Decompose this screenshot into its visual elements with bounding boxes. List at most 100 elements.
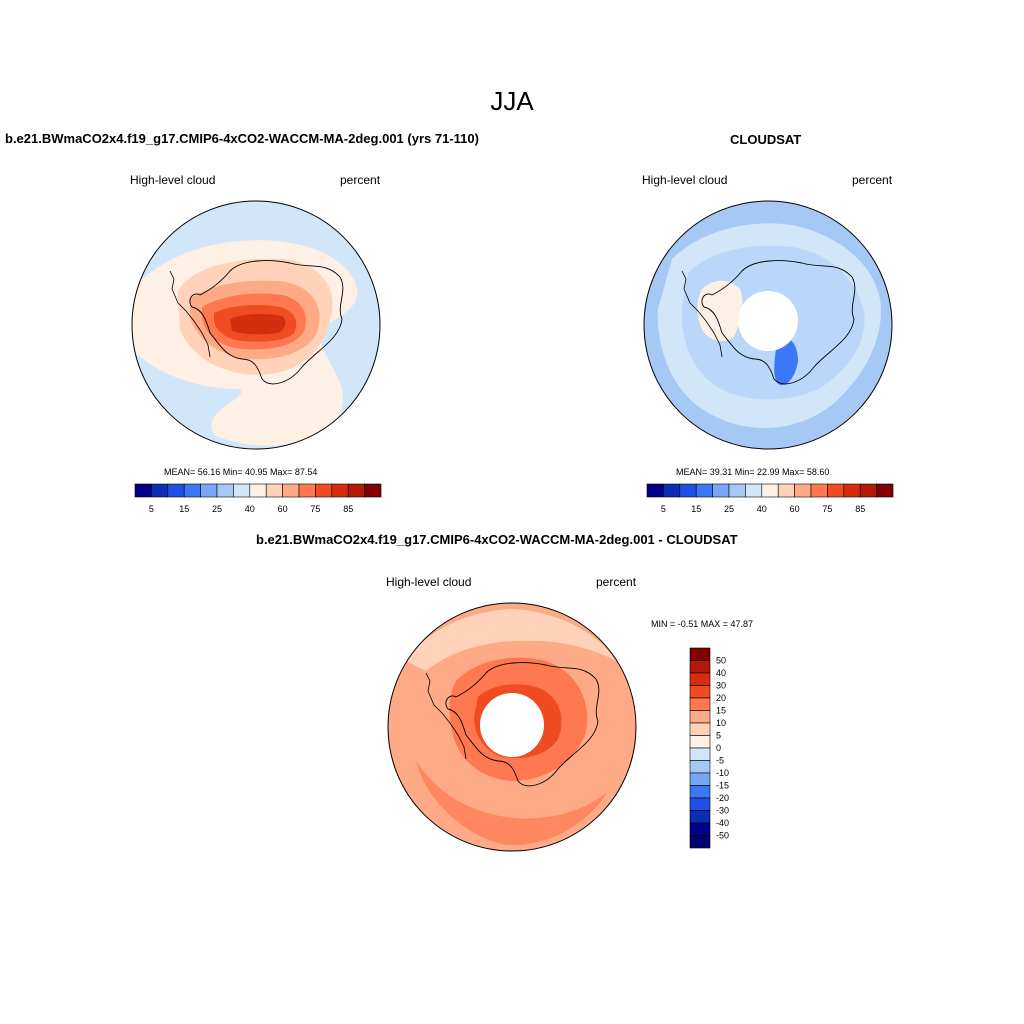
panel2-colorbar-tick-label: 85 [855,504,865,514]
panel3-colorbar-tick-label: -30 [716,806,729,816]
panel3-map-border [387,602,637,852]
panel2-colorbar-tick-label: 60 [790,504,800,514]
panel3-colorbar-swatch [689,660,711,674]
panel2-colorbar-swatch [712,483,730,498]
panel1-colorbar-tick-label: 85 [343,504,353,514]
panel3-title: b.e21.BWmaCO2x4.f19_g17.CMIP6-4xCO2-WACC… [256,532,738,547]
panel1-map [131,200,381,450]
panel1-colorbar: 5 15 25 40 60 75 85 [134,483,382,514]
panel1-contour-85-90 [230,314,286,335]
panel3-colorbar-tick-label: -50 [716,831,729,841]
panel3-colorbar-swatch [689,835,711,849]
panel2-colorbar-tick-label: 40 [757,504,767,514]
panel2-colorbar-tick-label: 75 [822,504,832,514]
panel3-colorbar-swatch [689,760,711,774]
panel2-colorbar-swatch [843,483,861,498]
panel3-colorbar-tick-label: -15 [716,781,729,791]
panel3-colorbar-tick-label: -20 [716,793,729,803]
panel3-variable-label: High-level cloud [386,575,472,589]
panel2-colorbar-swatch [810,483,828,498]
panel1-units-label: percent [340,173,381,187]
panel1-variable-label: High-level cloud [130,173,216,187]
panel1-colorbar-swatch [282,483,300,498]
panel2-colorbar-tick-label: 5 [661,504,666,514]
panel2-antarctica-coastline [701,260,856,385]
figure-title: JJA [490,86,534,116]
panel2-units-label: percent [852,173,893,187]
panel1-peninsula-coastline [169,270,211,358]
panel3-colorbar-swatch [689,672,711,686]
panel3-colorbar-swatch [689,772,711,786]
panel2-variable-label: High-level cloud [642,173,728,187]
panel3-colorbar-tick-label: -10 [716,768,729,778]
panel3-colorbar-swatch [689,822,711,836]
panel1-colorbar-swatch [249,483,267,498]
panel3-colorbar-tick-label: 15 [716,706,726,716]
panel1-colorbar-swatch [216,483,234,498]
panel3-colorbar-tick-label: 10 [716,718,726,728]
panel1-map-border [131,200,381,450]
panel2-colorbar-swatch [876,483,894,498]
panel3-colorbar-tick-label: 40 [716,668,726,678]
panel1-colorbar-tick-label: 75 [310,504,320,514]
panel3-colorbar-tick-label: 5 [716,731,721,741]
panel2-colorbar-tick-label: 25 [724,504,734,514]
panel2-colorbar-swatch [663,483,681,498]
panel2-contour-20-25 [774,338,798,386]
panel3-colorbar-tick-label: -5 [716,756,724,766]
panel3-colorbar-swatch [689,735,711,749]
panel1-title: b.e21.BWmaCO2x4.f19_g17.CMIP6-4xCO2-WACC… [5,131,479,146]
panel3-colorbar-swatch [689,722,711,736]
panel3-colorbar-swatch [689,797,711,811]
panel1-colorbar-tick-label: 25 [212,504,222,514]
panel3-contour-15-20 [416,761,608,846]
panel2-colorbar-swatch [827,483,845,498]
panel2-colorbar-tick-label: 15 [691,504,701,514]
panel3-map [387,602,637,852]
panel1-colorbar-tick-label: 15 [179,504,189,514]
panel2-peninsula-coastline [681,270,723,358]
panel3-antarctica-coastline [445,662,600,787]
panel2-polar-gap [738,291,798,351]
panel2-map [643,200,893,450]
panel3-colorbar-swatch [689,685,711,699]
panel3-colorbar-tick-label: 50 [716,656,726,666]
panel3-colorbar-swatch [689,710,711,724]
panel1-colorbar-swatch [200,483,218,498]
panel2-colorbar-swatch [646,483,664,498]
panel3-colorbar-swatch [689,747,711,761]
panel3-colorbar-swatch [689,697,711,711]
panel1-antarctica-coastline [189,260,344,385]
panel3-polar-gap [480,693,544,757]
panel3-colorbar-swatch [689,810,711,824]
panel2-colorbar-swatch [859,483,877,498]
panel1-colorbar-tick-label: 40 [245,504,255,514]
panel1-colorbar-swatch [233,483,251,498]
panel3-colorbar-swatch [689,785,711,799]
panel3-colorbar-swatch [689,647,711,661]
panel1-colorbar-swatch [364,483,382,498]
panel2-stats: MEAN= 39.31 Min= 22.99 Max= 58.60 [676,467,830,477]
panel1-colorbar-swatch [315,483,333,498]
panel3-colorbar-tick-label: 30 [716,681,726,691]
panel2-map-border [643,200,893,450]
panel3-colorbar-tick-label: -40 [716,818,729,828]
panel1-colorbar-swatch [134,483,152,498]
panel1-colorbar-swatch [265,483,283,498]
panel2-colorbar-swatch [728,483,746,498]
panel1-colorbar-swatch [331,483,349,498]
panel2-colorbar-swatch [794,483,812,498]
panel1-colorbar-swatch [151,483,169,498]
panel2-colorbar-swatch [761,483,779,498]
panel1-colorbar-swatch [298,483,316,498]
panel1-colorbar-swatch [183,483,201,498]
panel2-title: CLOUDSAT [730,132,802,147]
panel3-units-label: percent [596,575,637,589]
panel1-colorbar-tick-label: 5 [149,504,154,514]
panel2-colorbar-swatch [695,483,713,498]
panel2-colorbar: 5 15 25 40 60 75 85 [646,483,894,514]
panel2-colorbar-swatch [777,483,795,498]
panel1-stats: MEAN= 56.16 Min= 40.95 Max= 87.54 [164,467,318,477]
panel1-colorbar-tick-label: 60 [278,504,288,514]
panel2-colorbar-swatch [679,483,697,498]
